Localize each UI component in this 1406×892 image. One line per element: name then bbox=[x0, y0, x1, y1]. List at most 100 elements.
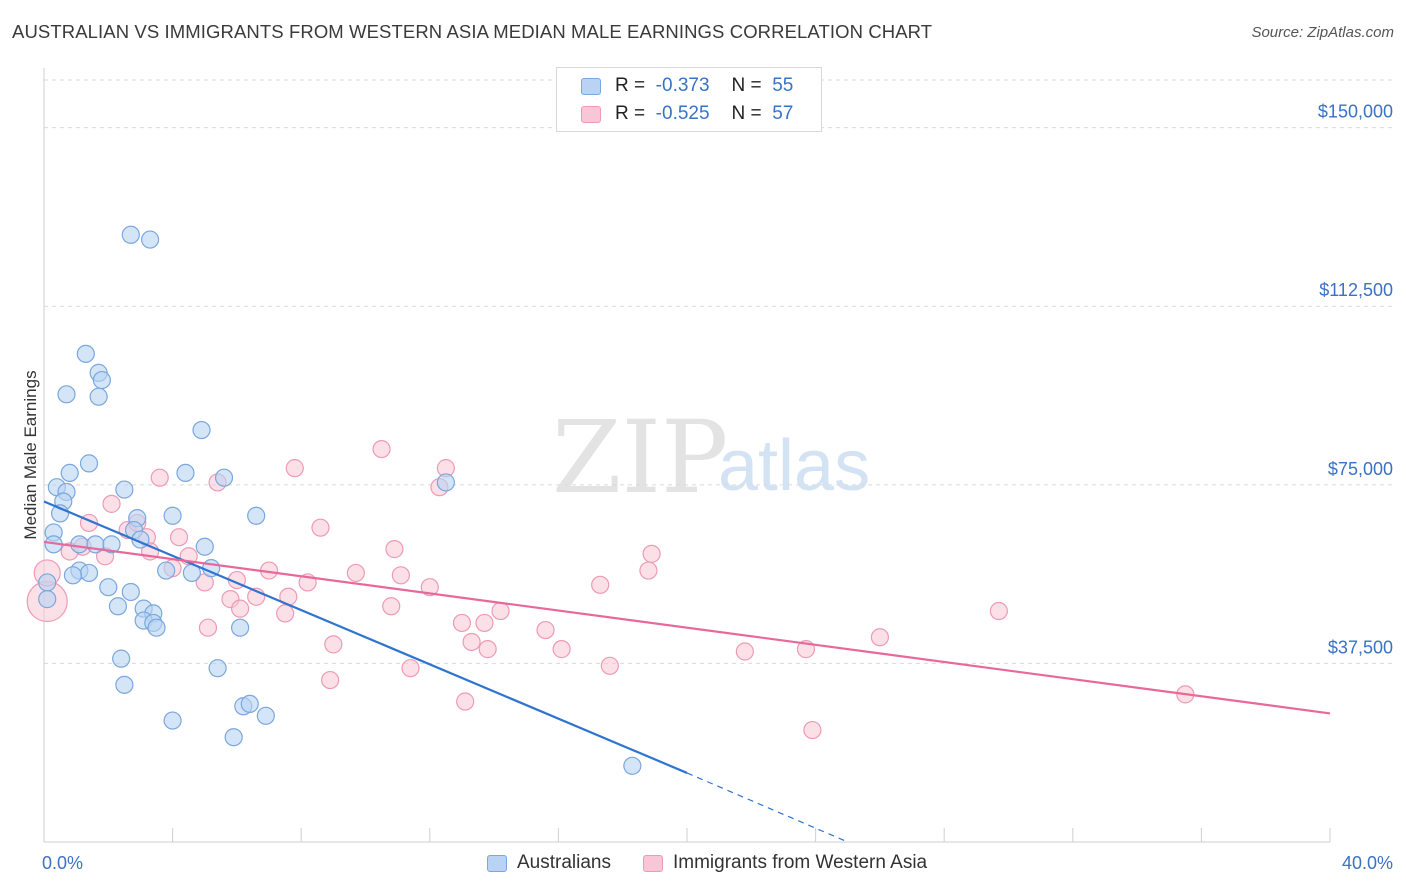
australians-point bbox=[195, 537, 214, 556]
legend-n-label: N = bbox=[731, 75, 762, 96]
immigrants-point bbox=[642, 544, 661, 563]
immigrants-point bbox=[591, 575, 610, 594]
y-axis-label: Median Male Earnings bbox=[21, 370, 40, 539]
legend-item-australians[interactable]: Australians bbox=[487, 852, 611, 874]
legend-row-australians: R = -0.373 N = 55 bbox=[581, 74, 793, 98]
australians-point bbox=[240, 694, 259, 713]
immigrants-point bbox=[401, 659, 420, 678]
australians-point bbox=[121, 582, 140, 602]
axes bbox=[43, 68, 1331, 843]
legend-label-immigrants: Immigrants from Western Asia bbox=[673, 852, 928, 873]
immigrants-point bbox=[491, 601, 510, 621]
australians-trend-line bbox=[43, 500, 688, 774]
australians-point bbox=[140, 230, 160, 249]
legend-n-value: 55 bbox=[772, 75, 794, 96]
immigrants-point bbox=[311, 518, 330, 537]
australians-point bbox=[115, 675, 134, 694]
australians-point bbox=[89, 387, 108, 406]
australians-point bbox=[214, 468, 234, 487]
australians-point bbox=[163, 506, 182, 525]
legend-item-immigrants[interactable]: Immigrants from Western Asia bbox=[643, 852, 927, 874]
australians-points bbox=[38, 225, 642, 775]
immigrants-point bbox=[420, 578, 439, 597]
immigrants-point bbox=[198, 618, 218, 637]
x-tick-labels: 0.0% 40.0% bbox=[42, 853, 1393, 873]
legend-r-value: -0.525 bbox=[655, 103, 710, 124]
immigrants-point bbox=[372, 439, 391, 459]
x-tick-label: 0.0% bbox=[42, 853, 83, 873]
watermark-zip: ZIP bbox=[552, 399, 728, 516]
australians-point bbox=[112, 649, 131, 668]
immigrants-point bbox=[639, 561, 658, 580]
legend-r-value: -0.373 bbox=[655, 75, 710, 96]
australians-point bbox=[247, 506, 266, 525]
australians-point bbox=[163, 711, 182, 730]
australians-point bbox=[436, 473, 455, 492]
immigrants-point bbox=[285, 459, 304, 478]
australians-point bbox=[224, 728, 243, 747]
immigrants-point bbox=[452, 613, 472, 633]
immigrants-point bbox=[391, 566, 410, 585]
australians-point bbox=[38, 573, 57, 592]
immigrants-point bbox=[456, 692, 475, 711]
australians-point bbox=[60, 463, 79, 483]
trend-lines bbox=[43, 500, 1331, 843]
immigrants-point bbox=[989, 601, 1008, 621]
y-tick-label: $75,000 bbox=[1328, 459, 1393, 479]
australians-point bbox=[115, 480, 134, 499]
immigrants-point bbox=[102, 494, 121, 513]
australians-point bbox=[79, 563, 99, 583]
australians-point bbox=[79, 454, 99, 473]
australians-point bbox=[121, 225, 140, 244]
immigrants-point bbox=[321, 670, 340, 690]
australians-point bbox=[208, 659, 227, 678]
australians-point bbox=[157, 561, 176, 580]
legend-n-value: 57 bbox=[772, 103, 794, 124]
immigrants-points bbox=[26, 439, 1195, 740]
legend-swatch-pink bbox=[581, 105, 601, 123]
immigrants-point bbox=[231, 599, 250, 618]
australians-point bbox=[147, 618, 166, 637]
legend-n-label: N = bbox=[731, 103, 762, 124]
immigrants-trend-line bbox=[43, 540, 1331, 715]
immigrants-point bbox=[475, 613, 494, 633]
chart-title: AUSTRALIAN VS IMMIGRANTS FROM WESTERN AS… bbox=[12, 21, 933, 42]
immigrants-point bbox=[803, 720, 822, 740]
series-legend: Australians Immigrants from Western Asia bbox=[487, 852, 959, 874]
australians-trend-extension bbox=[686, 772, 848, 843]
australians-point bbox=[38, 590, 57, 609]
immigrants-point bbox=[462, 632, 481, 652]
australians-point bbox=[76, 344, 95, 363]
legend-label-australians: Australians bbox=[517, 852, 611, 873]
immigrants-point bbox=[600, 656, 619, 675]
australians-point bbox=[57, 385, 76, 404]
australians-point bbox=[192, 420, 211, 440]
australians-point bbox=[176, 463, 195, 483]
grid-lines bbox=[44, 79, 1394, 664]
immigrants-point bbox=[150, 468, 169, 487]
immigrants-point bbox=[536, 620, 555, 640]
immigrants-point bbox=[385, 540, 404, 559]
immigrants-point bbox=[478, 640, 497, 659]
australians-point bbox=[256, 706, 275, 725]
watermark-atlas: atlas bbox=[718, 426, 870, 506]
immigrants-point bbox=[169, 528, 189, 547]
correlation-legend: R = -0.373 N = 55 R = -0.525 N = 57 bbox=[556, 67, 822, 132]
immigrants-point bbox=[346, 563, 365, 583]
source-label: Source: ZipAtlas.com bbox=[1251, 24, 1394, 41]
australians-point bbox=[108, 597, 128, 616]
immigrants-point bbox=[382, 597, 401, 616]
immigrants-point bbox=[552, 640, 571, 659]
immigrants-point bbox=[324, 635, 343, 654]
legend-r-label: R = bbox=[615, 103, 646, 124]
australians-point bbox=[70, 535, 89, 554]
immigrants-point bbox=[870, 628, 890, 647]
immigrants-point bbox=[735, 642, 754, 661]
y-tick-label: $37,500 bbox=[1328, 637, 1393, 657]
immigrants-point bbox=[276, 604, 295, 623]
australians-point bbox=[102, 535, 121, 554]
australians-point bbox=[231, 618, 250, 637]
legend-swatch-australians bbox=[487, 854, 507, 872]
legend-row-immigrants: R = -0.525 N = 57 bbox=[581, 102, 793, 126]
